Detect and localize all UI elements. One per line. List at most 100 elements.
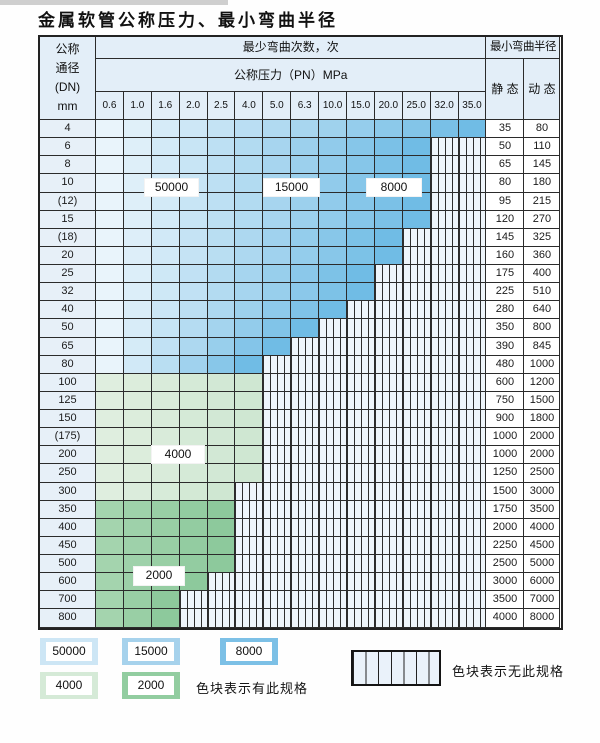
spec-cell [96,591,124,610]
pressure-header-cell: 1.6 [151,92,180,120]
spec-cell [319,210,348,229]
spec-cell [123,192,152,211]
spec-cell [123,301,152,320]
dynamic-radius-value: 2500 [524,464,561,483]
spec-cell [151,120,180,139]
spec-cell [235,428,264,447]
pressure-header-cell: 10.0 [319,92,348,120]
dn-cell: 400 [40,518,96,537]
spec-cell [151,246,180,265]
pressure-header-cell: 32.0 [430,92,459,120]
spec-cell [319,156,348,175]
no-spec-cell [374,609,403,628]
static-radius-value: 1750 [486,500,525,519]
dn-cell: 800 [40,609,96,628]
spec-cell [151,500,180,519]
dynamic-radius-value: 2000 [524,446,561,465]
no-spec-cell [347,555,375,574]
spec-cell [291,228,320,247]
spec-cell [179,210,208,229]
dn-cell: 40 [40,301,96,320]
no-spec-cell [291,391,320,410]
no-spec-cell [430,228,459,247]
no-spec-cell [458,536,487,555]
no-spec-cell [402,410,431,429]
spec-cell [291,246,320,265]
spec-cell [123,482,152,501]
spec-cell [235,337,264,356]
pressure-header-cell: 35.0 [458,92,487,120]
spec-cell [374,228,403,247]
legend-has-spec-text: 色块表示有此规格 [196,681,309,696]
spec-cell [96,174,124,193]
spec-cell [123,464,152,483]
spec-cell [235,156,264,175]
no-spec-cell [347,337,375,356]
no-spec-cell [458,609,487,628]
no-spec-cell [458,228,487,247]
no-spec-cell [347,518,375,537]
spec-cell [123,156,152,175]
spec-cell [179,428,208,447]
legend-no-spec-text: 色块表示无此规格 [452,664,565,679]
spec-cell [151,482,180,501]
legend-swatch-label: 2000 [128,676,174,695]
spec-cell [96,265,124,284]
static-radius-value: 65 [486,156,525,175]
no-spec-cell [291,609,320,628]
no-spec-cell [319,482,348,501]
no-spec-cell [430,156,459,175]
spec-cell [235,120,264,139]
no-spec-cell [263,482,292,501]
no-spec-cell [291,573,320,592]
spec-cell [151,337,180,356]
no-spec-cell [235,482,264,501]
spec-cell [179,536,208,555]
no-spec-cell [374,464,403,483]
no-spec-cell [374,573,403,592]
no-spec-cell [458,265,487,284]
no-spec-cell [374,373,403,392]
no-spec-cell [402,555,431,574]
static-radius-value: 3000 [486,573,525,592]
spec-cell [96,609,124,628]
no-spec-cell [430,192,459,211]
no-spec-cell [430,355,459,374]
no-spec-cell [263,555,292,574]
spec-cell [402,192,431,211]
spec-cell [263,337,292,356]
spec-cell [235,174,264,193]
no-spec-cell [402,446,431,465]
no-spec-cell [291,373,320,392]
static-radius-value: 35 [486,120,525,139]
static-radius-value: 280 [486,301,525,320]
no-spec-cell [458,428,487,447]
spec-cell [374,192,403,211]
dn-cell: 32 [40,283,96,302]
dn-header-line: 公称 [55,42,80,56]
spec-cell [151,410,180,429]
spec-cell [179,355,208,374]
spec-cell [291,138,320,157]
dn-cell: 8 [40,156,96,175]
no-spec-cell [430,138,459,157]
spec-cell [207,410,236,429]
no-spec-cell [458,391,487,410]
pressure-header-cell: 1.0 [123,92,152,120]
spec-cell [347,138,375,157]
static-radius-value: 480 [486,355,525,374]
no-spec-cell [458,246,487,265]
spec-cell [207,120,236,139]
pressure-header-cell: 5.0 [263,92,292,120]
no-spec-cell [458,337,487,356]
no-spec-cell [402,482,431,501]
dn-header-line: 通径 [55,61,80,75]
no-spec-cell [291,355,320,374]
no-spec-cell [263,428,292,447]
no-spec-cell [347,573,375,592]
no-spec-cell [347,410,375,429]
spec-cell [151,265,180,284]
no-spec-cell [319,391,348,410]
dynamic-radius-value: 4500 [524,536,561,555]
spec-cell [235,283,264,302]
